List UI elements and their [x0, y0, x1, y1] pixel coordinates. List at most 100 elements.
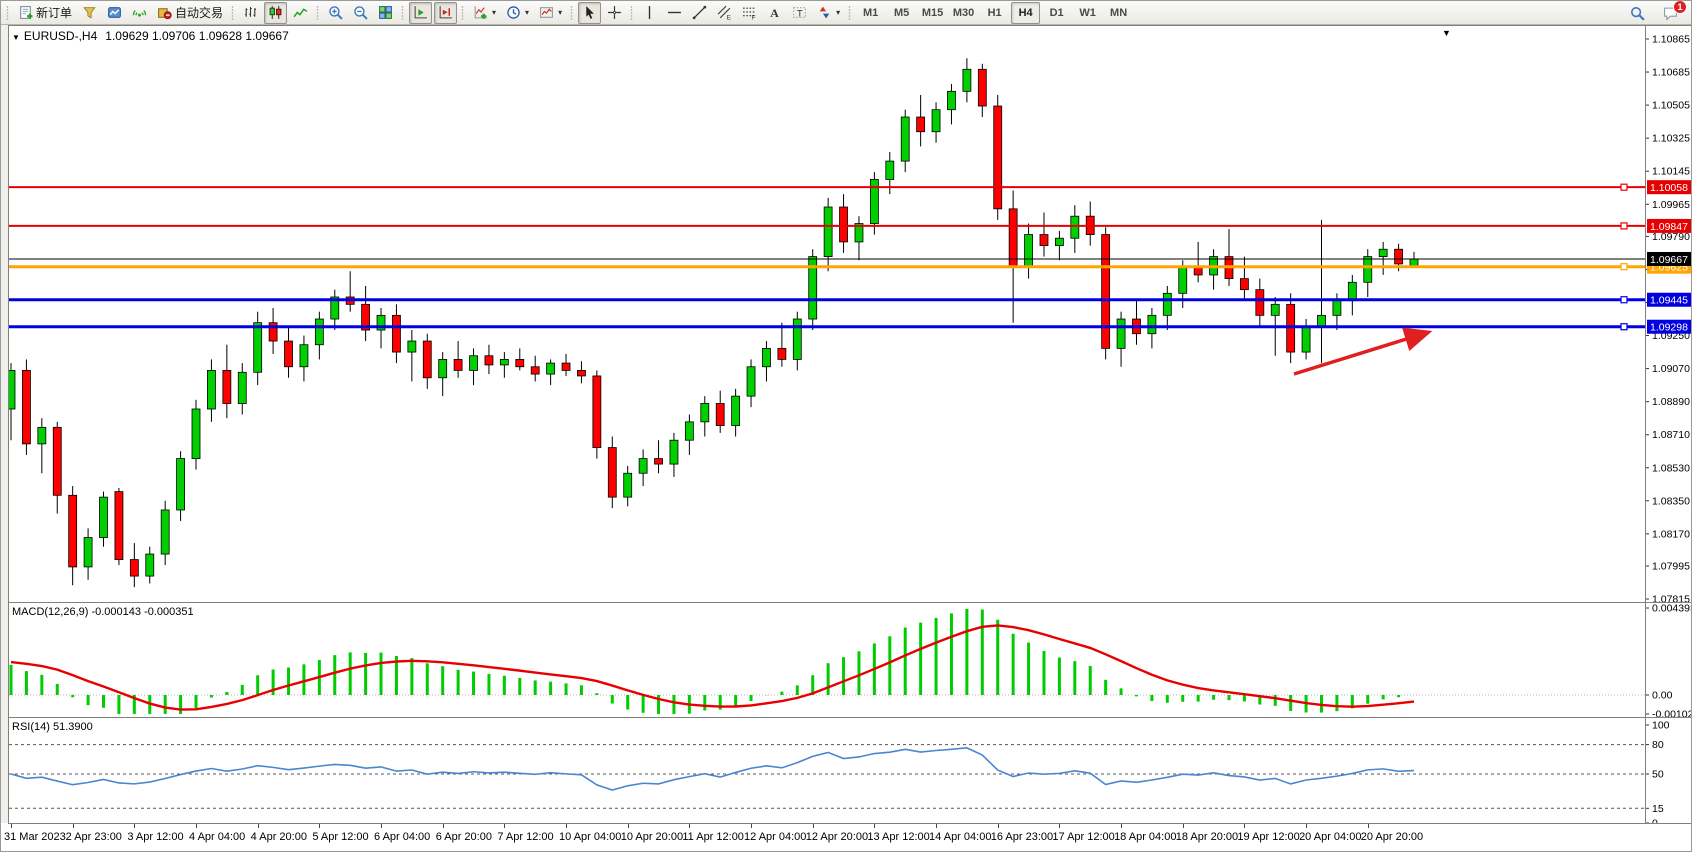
candle — [1363, 256, 1373, 283]
templates-button[interactable]: ▾ — [535, 2, 566, 24]
candlestick-icon — [269, 6, 282, 19]
candle — [499, 359, 509, 366]
main-price-pane[interactable] — [9, 27, 1645, 602]
line-chart-button[interactable] — [289, 2, 312, 24]
cursor-icon — [586, 6, 594, 19]
zoom-out-button[interactable] — [349, 2, 372, 24]
equidistant-channel-button[interactable]: E — [713, 2, 736, 24]
vertical-line-button[interactable] — [638, 2, 661, 24]
dropdown-caret-icon[interactable]: ▾ — [836, 8, 841, 17]
fibonacci-button[interactable]: F — [738, 2, 761, 24]
new-order-button[interactable]: 新订单 — [14, 2, 76, 24]
time-axis-tick — [627, 824, 629, 828]
dropdown-caret-icon[interactable]: ▾ — [525, 8, 530, 17]
candlestick-chart-button[interactable] — [264, 1, 288, 24]
timeframe-button-h1[interactable]: H1 — [987, 6, 1002, 19]
macd-legend: MACD(12,26,9) -0.000143 -0.000351 — [12, 606, 194, 618]
time-label: 16 Apr 23:00 — [990, 831, 1054, 843]
price-axis[interactable]: 1.10865 1.10685 1.10505 1.10325 1.10145 1.099… — [1646, 25, 1692, 823]
signal-icon — [132, 10, 147, 17]
horizontal-line-button[interactable] — [663, 2, 686, 24]
text-label-button[interactable]: T — [788, 2, 811, 24]
crosshair-button[interactable] — [603, 2, 626, 24]
auto-trading-button[interactable]: 自动交易 — [153, 2, 227, 24]
candle — [52, 426, 62, 496]
time-label: 11 Apr 12:00 — [682, 831, 744, 843]
candle — [962, 68, 972, 92]
macd-pane[interactable] — [9, 604, 1645, 717]
time-axis-tick — [11, 824, 12, 828]
rsi-line — [10, 747, 1415, 791]
level-line-anchor[interactable] — [1620, 222, 1628, 230]
rsi-axis-label: 80 — [1652, 739, 1664, 751]
candle — [515, 359, 525, 368]
toolbar-grip — [230, 4, 236, 21]
data-window-button[interactable] — [103, 2, 126, 24]
zoom-in-button[interactable] — [324, 2, 347, 24]
timeframe-button-m1[interactable]: M1 — [862, 6, 879, 19]
time-axis-tick — [689, 824, 691, 828]
indicators-button[interactable]: ▾ — [469, 2, 500, 24]
candle — [916, 116, 926, 133]
time-label: 12 Apr 20:00 — [805, 831, 869, 843]
chart-shift-button[interactable] — [434, 1, 458, 24]
candle — [577, 370, 586, 377]
dropdown-caret-icon[interactable]: ▾ — [492, 8, 497, 17]
chart-left-gutter — [1, 25, 8, 823]
time-axis[interactable]: 31 Mar 2023 2 Apr 23:00 3 Apr 12:00 4 Apr 0… — [4, 824, 1691, 851]
candle — [1162, 292, 1172, 316]
text-label-icon: T — [793, 7, 807, 19]
arrows-button[interactable]: ▾ — [813, 2, 844, 24]
timeframe-button-h4[interactable]: H4 — [1011, 1, 1041, 24]
time-axis-tick — [1367, 824, 1369, 828]
cursor-button[interactable] — [578, 1, 602, 24]
candle — [808, 256, 818, 320]
market-watch-button[interactable] — [78, 2, 101, 24]
search-button[interactable] — [1626, 2, 1649, 24]
macd-pane-separator[interactable] — [8, 602, 1691, 603]
bar-chart-button[interactable] — [239, 2, 262, 24]
svg-text:F: F — [752, 14, 756, 20]
trendline-button[interactable] — [688, 2, 711, 24]
chat-button[interactable]: 1 — [1659, 1, 1687, 24]
candle — [1332, 300, 1342, 316]
timeframe-button-mn[interactable]: MN — [1110, 6, 1128, 19]
rsi-axis-label: 0 — [1652, 818, 1658, 824]
trendline-icon — [692, 5, 707, 20]
chart-title-dropdown-icon[interactable]: ▼ — [12, 33, 20, 42]
timeframe-button-m30[interactable]: M30 — [952, 6, 975, 19]
new-order-icon — [20, 6, 33, 19]
candle — [207, 370, 216, 410]
timeframe-button-m5[interactable]: M5 — [893, 6, 910, 19]
candle — [900, 116, 910, 162]
timeframe-button-m15[interactable]: M15 — [921, 6, 944, 19]
annotation-arrow[interactable] — [1293, 327, 1433, 376]
candle — [1116, 318, 1126, 349]
signals-button[interactable] — [128, 2, 151, 24]
current-price-label-text: 1.09667 — [1650, 254, 1688, 266]
price-tick-label: 1.10505 — [1652, 100, 1690, 112]
text-button[interactable]: A — [763, 2, 786, 24]
candle — [1378, 248, 1388, 257]
auto-scroll-button[interactable] — [409, 1, 433, 24]
tile-windows-button[interactable] — [374, 2, 397, 24]
level-line-anchor[interactable] — [1620, 183, 1628, 191]
price-axis-border — [1645, 25, 1646, 823]
rsi-pane[interactable] — [9, 719, 1645, 823]
price-tick-label: 1.08530 — [1652, 462, 1690, 474]
level-line-anchor[interactable] — [1620, 323, 1628, 331]
rsi-pane-separator[interactable] — [8, 717, 1691, 718]
candle — [607, 447, 617, 498]
candle — [731, 395, 741, 426]
timeframe-button-w1[interactable]: W1 — [1079, 6, 1096, 19]
level-line-anchor[interactable] — [1620, 296, 1628, 304]
timeframe-button-d1[interactable]: D1 — [1049, 6, 1064, 19]
time-axis-border — [8, 823, 1691, 824]
dropdown-caret-icon[interactable]: ▾ — [558, 8, 563, 17]
periods-button[interactable]: ▾ — [502, 2, 533, 24]
level-line-anchor[interactable] — [1620, 263, 1628, 271]
notification-badge: 1 — [1673, 1, 1687, 14]
time-label: 13 Apr 12:00 — [867, 831, 930, 843]
scroll-end-marker[interactable]: ▼ — [1442, 28, 1451, 38]
candle — [854, 223, 864, 243]
